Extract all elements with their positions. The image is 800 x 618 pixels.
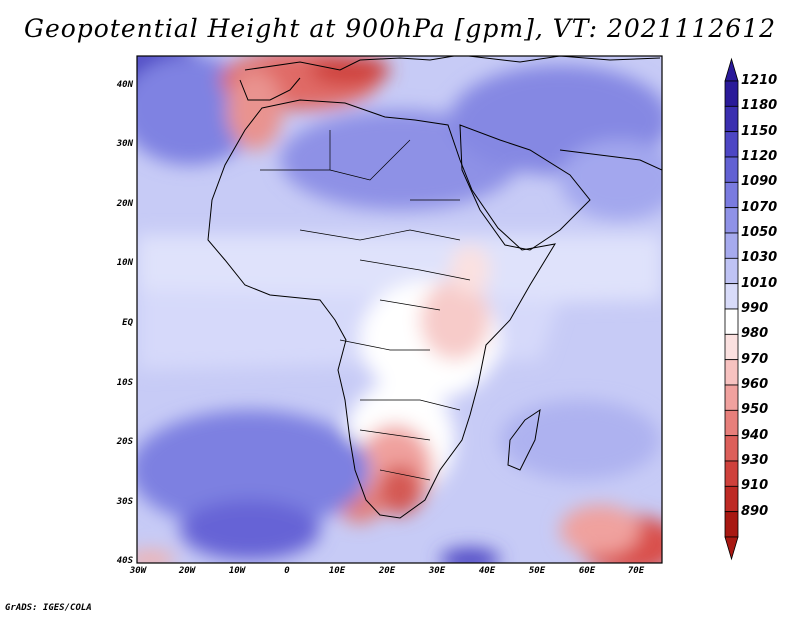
- lat-label-10s: 10S: [116, 378, 133, 388]
- colorbar-swatch: [724, 80, 739, 107]
- colorbar-swatch: [724, 283, 739, 310]
- colorbar-label: 990: [741, 301, 769, 316]
- colorbar-label: 1150: [741, 123, 778, 139]
- colorbar-swatch: [724, 384, 739, 411]
- colorbar-swatch: [724, 156, 739, 183]
- colorbar-label: 890: [741, 503, 769, 519]
- lon-label-60e: 60E: [578, 566, 596, 576]
- colorbar-label: 1210: [741, 73, 778, 88]
- lat-label-30s: 30S: [116, 497, 133, 507]
- colorbar-label: 1050: [741, 225, 778, 240]
- colorbar-swatch: [724, 359, 739, 386]
- colorbar-label: 1030: [741, 250, 778, 266]
- colorbar-label: 1010: [741, 275, 778, 291]
- colorbar-swatch: [724, 131, 739, 158]
- colorbar-label: 930: [741, 453, 769, 468]
- lat-label-40s: 40S: [116, 556, 133, 566]
- lon-label-20w: 20W: [178, 566, 196, 576]
- lon-label-20e: 20E: [378, 566, 396, 576]
- colorbar-label: 970: [741, 351, 769, 367]
- colorbar-label: 960: [741, 377, 769, 392]
- lat-label-10n: 10N: [116, 258, 133, 268]
- lon-label-10e: 10E: [328, 566, 346, 576]
- lat-label-40n: 40N: [116, 80, 133, 90]
- colorbar-swatch: [724, 105, 739, 133]
- colorbar-swatch: [724, 257, 739, 285]
- lat-label-20n: 20N: [116, 199, 133, 209]
- colorbar-swatch: [724, 511, 739, 538]
- colorbar: [724, 57, 739, 561]
- lon-label-0: 0: [284, 566, 290, 576]
- colorbar-label: 1090: [741, 174, 778, 190]
- lon-label-70e: 70E: [627, 566, 645, 576]
- colorbar-label: 1070: [741, 199, 778, 215]
- coastlines: [207, 56, 662, 519]
- colorbar-label: 1180: [741, 98, 778, 114]
- map-frame: [136, 55, 663, 564]
- lon-label-50e: 50E: [528, 566, 546, 576]
- lat-label-eq: EQ: [122, 318, 133, 328]
- map-title: Geopotential Height at 900hPa [gpm], VT:…: [23, 14, 777, 43]
- colorbar-swatch: [724, 308, 739, 335]
- colorbar-top-arrow: [724, 57, 739, 82]
- colorbar-label: 950: [741, 402, 769, 418]
- colorbar-swatch: [724, 460, 739, 487]
- colorbar-label: 980: [741, 326, 769, 342]
- colorbar-swatch: [724, 333, 739, 361]
- lon-label-30w: 30W: [129, 566, 147, 576]
- grads-credit: GrADS: IGES/COLA: [5, 603, 92, 613]
- colorbar-label: 940: [741, 427, 769, 443]
- lat-label-20s: 20S: [116, 437, 133, 447]
- colorbar-bottom-arrow: [724, 536, 739, 561]
- lon-label-10w: 10W: [228, 566, 246, 576]
- colorbar-label: 910: [741, 478, 769, 494]
- colorbar-swatch: [724, 409, 739, 437]
- lat-label-30n: 30N: [116, 139, 133, 149]
- colorbar-swatch: [724, 435, 739, 462]
- colorbar-swatch: [724, 485, 739, 513]
- colorbar-label: 1120: [741, 149, 778, 164]
- height-field: [137, 56, 662, 563]
- lon-label-30e: 30E: [428, 566, 446, 576]
- country-borders: [260, 130, 471, 481]
- colorbar-swatch: [724, 232, 739, 259]
- colorbar-swatch: [724, 207, 739, 234]
- lon-label-40e: 40E: [478, 566, 496, 576]
- colorbar-swatch: [724, 181, 739, 209]
